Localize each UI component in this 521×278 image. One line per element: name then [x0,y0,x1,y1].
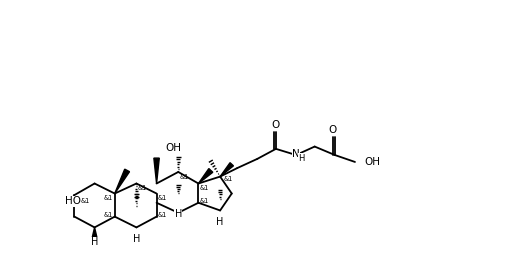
Text: N: N [292,149,300,159]
Polygon shape [92,227,97,237]
Text: &1: &1 [180,173,189,180]
Text: &1: &1 [138,185,147,191]
Polygon shape [199,168,213,183]
Text: &1: &1 [104,195,113,201]
Text: &1: &1 [223,176,232,182]
Text: H: H [175,209,182,219]
Text: OH: OH [364,157,380,167]
Polygon shape [154,158,159,183]
Text: O: O [272,120,280,130]
Text: &1: &1 [200,198,209,204]
Text: HO: HO [65,196,81,206]
Text: H: H [91,237,98,247]
Text: H: H [133,234,140,244]
Polygon shape [220,163,233,177]
Text: &1: &1 [104,212,113,218]
Text: &1: &1 [158,212,167,218]
Text: &1: &1 [81,198,90,204]
Text: &1: &1 [200,185,209,191]
Text: OH: OH [166,143,182,153]
Text: H: H [299,154,305,163]
Polygon shape [115,169,130,193]
Text: &1: &1 [158,195,167,201]
Text: O: O [328,125,337,135]
Text: H: H [216,217,224,227]
